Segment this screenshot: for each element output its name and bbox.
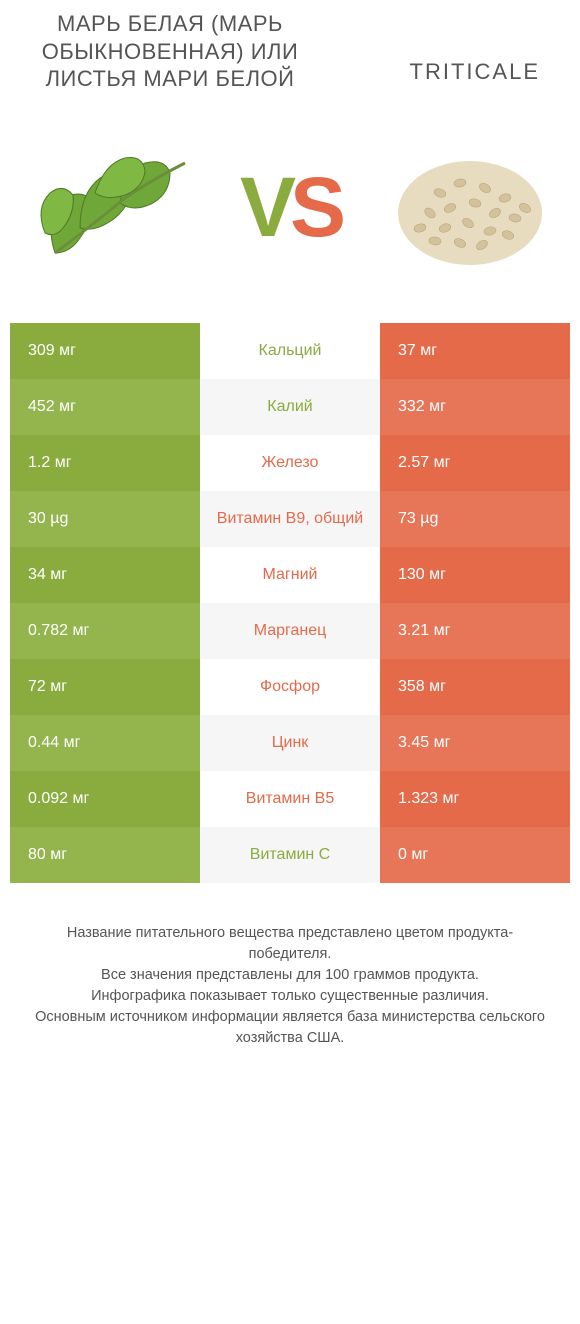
- infographic-container: МАРЬ БЕЛАЯ (МАРЬ ОБЫКНОВЕННАЯ) ИЛИ ЛИСТЬ…: [0, 0, 580, 1089]
- table-row: 0.782 мгМарганец3.21 мг: [10, 603, 570, 659]
- table-row: 0.092 мгВитамин B51.323 мг: [10, 771, 570, 827]
- value-right: 358 мг: [380, 659, 570, 715]
- table-row: 72 мгФосфор358 мг: [10, 659, 570, 715]
- table-row: 34 мгМагний130 мг: [10, 547, 570, 603]
- value-right: 37 мг: [380, 323, 570, 379]
- footer-notes: Название питательного вещества представл…: [10, 883, 570, 1059]
- table-row: 309 мгКальций37 мг: [10, 323, 570, 379]
- nutrient-label: Фосфор: [200, 659, 380, 715]
- table-row: 452 мгКалий332 мг: [10, 379, 570, 435]
- value-right: 2.57 мг: [380, 435, 570, 491]
- vs-row: V S: [10, 113, 570, 323]
- value-right: 0 мг: [380, 827, 570, 883]
- value-left: 452 мг: [10, 379, 200, 435]
- grain-icon: [390, 143, 550, 273]
- product-left-title: МАРЬ БЕЛАЯ (МАРЬ ОБЫКНОВЕННАЯ) ИЛИ ЛИСТЬ…: [40, 10, 300, 93]
- footer-line: Основным источником информации является …: [30, 1007, 550, 1049]
- nutrient-label: Марганец: [200, 603, 380, 659]
- value-left: 1.2 мг: [10, 435, 200, 491]
- vs-v: V: [240, 159, 290, 256]
- value-left: 30 µg: [10, 491, 200, 547]
- value-left: 80 мг: [10, 827, 200, 883]
- value-left: 0.44 мг: [10, 715, 200, 771]
- nutrient-label: Витамин C: [200, 827, 380, 883]
- footer-line: Название питательного вещества представл…: [30, 923, 550, 965]
- product-right-image: [385, 133, 555, 283]
- value-left: 0.092 мг: [10, 771, 200, 827]
- nutrient-label: Витамин B9, общий: [200, 491, 380, 547]
- product-right-title: TRITICALE: [410, 59, 540, 93]
- value-right: 332 мг: [380, 379, 570, 435]
- value-right: 130 мг: [380, 547, 570, 603]
- nutrient-label: Магний: [200, 547, 380, 603]
- value-right: 3.21 мг: [380, 603, 570, 659]
- nutrient-label: Витамин B5: [200, 771, 380, 827]
- nutrient-label: Цинк: [200, 715, 380, 771]
- value-left: 0.782 мг: [10, 603, 200, 659]
- table-row: 30 µgВитамин B9, общий73 µg: [10, 491, 570, 547]
- value-right: 3.45 мг: [380, 715, 570, 771]
- nutrient-label: Кальций: [200, 323, 380, 379]
- comparison-table: 309 мгКальций37 мг452 мгКалий332 мг1.2 м…: [10, 323, 570, 883]
- footer-line: Инфографика показывает только существенн…: [30, 986, 550, 1007]
- vs-label: V S: [240, 159, 340, 256]
- titles-row: МАРЬ БЕЛАЯ (МАРЬ ОБЫКНОВЕННАЯ) ИЛИ ЛИСТЬ…: [10, 10, 570, 113]
- footer-line: Все значения представлены для 100 граммо…: [30, 965, 550, 986]
- value-left: 34 мг: [10, 547, 200, 603]
- table-row: 0.44 мгЦинк3.45 мг: [10, 715, 570, 771]
- product-left-image: [25, 133, 195, 283]
- table-row: 80 мгВитамин C0 мг: [10, 827, 570, 883]
- nutrient-label: Калий: [200, 379, 380, 435]
- table-row: 1.2 мгЖелезо2.57 мг: [10, 435, 570, 491]
- value-left: 309 мг: [10, 323, 200, 379]
- leaf-icon: [25, 133, 195, 283]
- value-right: 1.323 мг: [380, 771, 570, 827]
- vs-s: S: [290, 159, 340, 256]
- value-left: 72 мг: [10, 659, 200, 715]
- nutrient-label: Железо: [200, 435, 380, 491]
- value-right: 73 µg: [380, 491, 570, 547]
